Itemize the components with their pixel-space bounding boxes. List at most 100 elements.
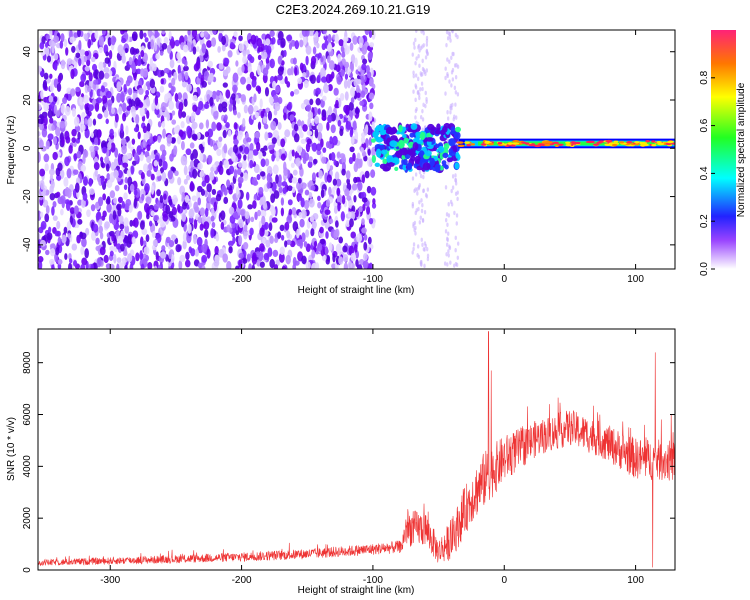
spectrogram-cell (158, 158, 163, 167)
spectrogram-cell (426, 253, 430, 258)
spectrogram-cell (190, 153, 194, 161)
spectrogram-cell (150, 173, 155, 181)
spectrogram-cell (288, 151, 293, 162)
spectrogram-cell (424, 90, 427, 96)
spectrogram-cell (313, 240, 318, 248)
spectrogram-cell (161, 30, 166, 35)
spectrogram-cell (192, 104, 198, 112)
spectrogram-cell (117, 153, 122, 164)
spectrogram-cell (214, 245, 219, 256)
spectrogram-cell (645, 140, 650, 143)
spectrogram-cell (186, 83, 192, 92)
spectrogram-cell (445, 30, 449, 35)
spectrogram-cell (95, 211, 102, 221)
spectrogram-cell (347, 211, 352, 218)
spectrogram-cell (218, 103, 223, 113)
spectrogram-cell (116, 263, 120, 269)
spectrogram-cell (341, 168, 346, 176)
spectrogram-cell (557, 143, 564, 146)
spectrogram-cell (63, 226, 68, 234)
spectrogram-cell (190, 160, 195, 168)
spectrogram-cell (200, 188, 206, 196)
spectrogram-cell (256, 37, 263, 48)
spectrogram-cell (335, 64, 341, 73)
spectrogram-cell (411, 204, 415, 209)
spectrogram-cell (236, 112, 241, 119)
spectrogram-cell (68, 262, 73, 269)
spectrogram-cell (452, 51, 455, 57)
spectrogram-cell (217, 30, 224, 34)
spectrogram-cell (122, 112, 127, 122)
y-tick-label: 0 (22, 567, 33, 573)
spectrogram-cell (53, 96, 58, 103)
spectrogram-cell (244, 211, 250, 220)
spectrogram-cell (338, 256, 344, 265)
spectrogram-cell (338, 236, 344, 244)
spectrogram-cell (335, 178, 342, 187)
spectrogram-cell (191, 195, 197, 202)
spectrogram-cell (128, 98, 133, 108)
spectrogram-cell (383, 163, 392, 172)
spectrogram-cell (288, 42, 293, 50)
spectrogram-cell (371, 121, 375, 130)
spectrogram-cell (593, 143, 600, 146)
spectrogram-cell (169, 59, 175, 69)
spectrogram-cell (100, 160, 104, 168)
spectrogram-cell (225, 89, 231, 99)
spectrogram-cell (262, 116, 268, 124)
spectrogram-cell (80, 264, 86, 269)
spectrogram-cell (102, 146, 107, 154)
spectrogram-cell (116, 257, 122, 264)
spectrogram-cell (361, 63, 367, 71)
spectrogram-cell (222, 129, 227, 139)
spectrogram-cell (300, 209, 307, 219)
spectrogram-cell (163, 67, 170, 74)
spectrogram-cell (259, 227, 265, 237)
y-tick-label: 8000 (22, 351, 33, 374)
spectrogram-cell (282, 187, 287, 195)
spectrogram-cell (39, 239, 46, 247)
spectrogram-cell (322, 30, 327, 34)
spectrogram-cell (290, 66, 294, 76)
spectrogram-cell (456, 255, 460, 260)
spectrogram-cell (455, 115, 458, 120)
spectrogram-cell (419, 173, 423, 179)
spectrogram-cell (223, 143, 228, 154)
spectrogram-cell (198, 100, 204, 111)
spectrogram-cell (210, 228, 215, 239)
spectrogram-cell (277, 55, 282, 65)
spectrogram-cell (367, 236, 372, 245)
spectrogram-cell (161, 120, 166, 129)
spectrogram-cell (182, 44, 189, 53)
spectrogram-cell (256, 173, 261, 181)
spectrogram-cell (269, 258, 275, 269)
colorbar-tick-label: 0.8 (699, 70, 710, 84)
spectrogram-cell (145, 196, 152, 205)
spectrogram-cell (303, 99, 310, 105)
spectrogram-cell (426, 50, 429, 56)
spectrogram-cell (123, 217, 129, 227)
spectrogram-cell (146, 122, 151, 132)
spectrogram-cell (199, 207, 206, 217)
spectrogram-cell (233, 122, 238, 130)
spectrogram-cell (284, 221, 290, 231)
snr-x-label: Height of straight line (km) (298, 585, 415, 596)
spectrogram-cell (129, 46, 135, 55)
spectrogram-cell (361, 227, 367, 234)
spectrogram-cell (447, 253, 450, 258)
spectrogram-cell (448, 31, 452, 37)
spectrogram-cell (185, 251, 190, 261)
spectrogram-cell (226, 224, 231, 233)
spectrogram-cell (108, 50, 113, 60)
spectrogram-cell (199, 170, 205, 178)
spectrogram-cell (306, 138, 312, 145)
spectrogram-cell (67, 188, 72, 199)
spectrogram-cell (604, 143, 611, 146)
spectrogram-cell (270, 207, 276, 217)
spectrogram-cell (354, 57, 358, 68)
spectrogram-cell (135, 114, 140, 125)
spectrogram-cell (368, 137, 373, 146)
spectrogram-cell (363, 241, 368, 251)
spectrogram-cell (651, 144, 657, 147)
spectrogram-cell (456, 34, 459, 40)
